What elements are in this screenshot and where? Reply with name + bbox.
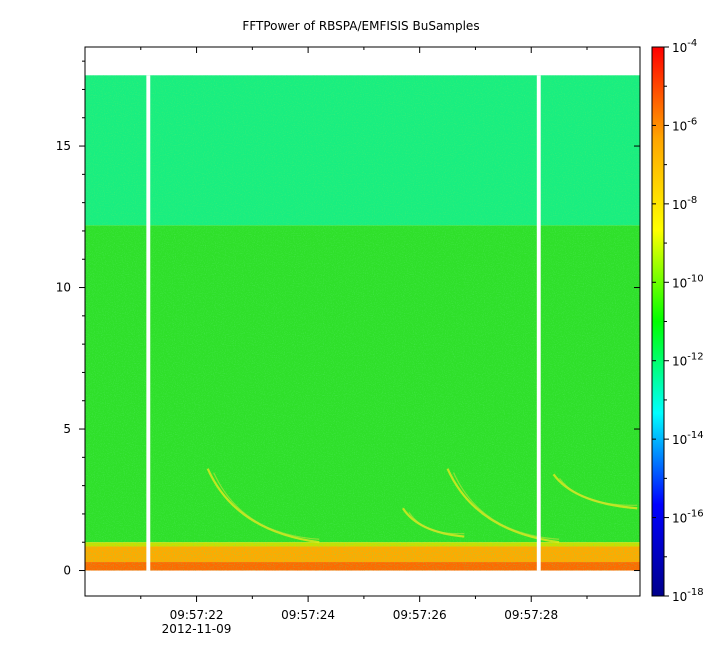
colorbar-tick-base: 10 bbox=[672, 198, 687, 212]
colorbar-tick-exponent: -18 bbox=[687, 587, 703, 598]
chart-title: FFTPower of RBSPA/EMFISIS BuSamples bbox=[242, 19, 479, 33]
colorbar-tick-exponent: -14 bbox=[687, 430, 703, 441]
colorbar-scale bbox=[651, 46, 665, 597]
colorbar-tick-exponent: -6 bbox=[687, 116, 697, 127]
plot-frame bbox=[84, 46, 641, 597]
y-axis: 0 5 10 15 bbox=[56, 60, 640, 578]
plot-area bbox=[84, 46, 641, 597]
data-gap bbox=[536, 75, 541, 571]
x-tick-label: 09:57:24 bbox=[281, 608, 335, 622]
colorbar-tick-exponent: -10 bbox=[687, 273, 703, 284]
chorus-arc bbox=[206, 468, 320, 544]
colorbar-tick-label: 10-12 bbox=[672, 352, 704, 369]
chorus-arc-echo bbox=[559, 477, 638, 506]
chorus-arc-echo bbox=[408, 511, 465, 535]
chorus-arc-echo bbox=[453, 472, 560, 540]
colorbar-tick-exponent: -12 bbox=[687, 352, 703, 363]
colorbar-tick-exponent: -8 bbox=[687, 195, 697, 206]
x-axis: 09:57:22 09:57:24 09:57:26 09:57:28 2012-11-… bbox=[140, 47, 588, 636]
colorbar-tick-label: 10-14 bbox=[672, 430, 704, 447]
colorbar-tick-label: 10-8 bbox=[672, 195, 697, 212]
chorus-arc-echo bbox=[213, 472, 320, 540]
colorbar-tick-exponent: -4 bbox=[687, 38, 697, 49]
x-date-label: 2012-11-09 bbox=[162, 622, 232, 636]
spectrogram-noise bbox=[85, 75, 640, 571]
colorbar-tick-label: 10-4 bbox=[672, 38, 697, 55]
y-tick-label: 0 bbox=[63, 564, 71, 578]
colorbar-tick-exponent: -16 bbox=[687, 509, 703, 520]
data-gap bbox=[146, 75, 151, 571]
y-tick-label: 10 bbox=[56, 281, 71, 295]
colorbar-tick-label: 10-18 bbox=[672, 587, 704, 604]
colorbar-tick-base: 10 bbox=[672, 512, 687, 526]
x-tick-label: 09:57:22 bbox=[170, 608, 224, 622]
y-tick-label: 15 bbox=[56, 139, 71, 153]
colorbar-tick-label: 10-10 bbox=[672, 273, 704, 290]
colorbar-tick-base: 10 bbox=[672, 119, 687, 133]
colorbar-tick-base: 10 bbox=[672, 355, 687, 369]
colorbar-tick-base: 10 bbox=[672, 41, 687, 55]
colorbar-tick-label: 10-16 bbox=[672, 509, 704, 526]
x-tick-label: 09:57:28 bbox=[504, 608, 558, 622]
colorbar-tick-label: 10-6 bbox=[672, 116, 697, 133]
x-tick-label: 09:57:26 bbox=[393, 608, 447, 622]
colorbar-tick-base: 10 bbox=[672, 590, 687, 604]
colorbar-tick-base: 10 bbox=[672, 433, 687, 447]
colorbar-tick-base: 10 bbox=[672, 276, 687, 290]
y-tick-label: 5 bbox=[63, 422, 71, 436]
